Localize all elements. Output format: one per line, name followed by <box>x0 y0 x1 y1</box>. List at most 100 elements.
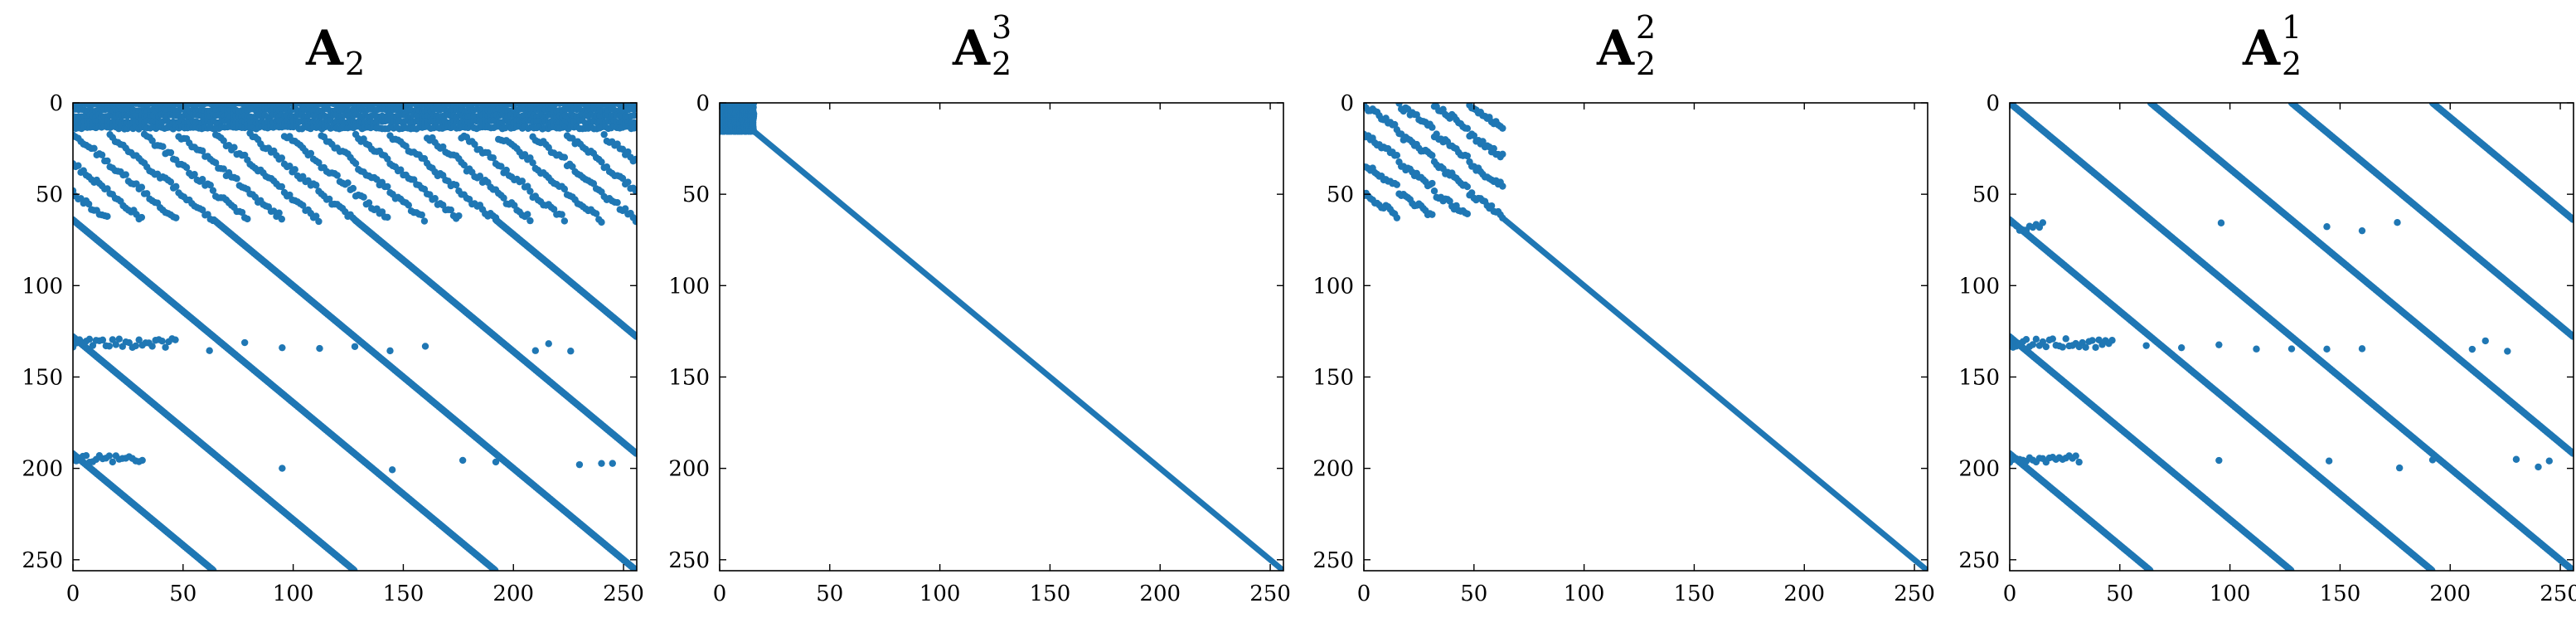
x-tick-label: 50 <box>169 582 196 606</box>
data-point <box>315 217 323 226</box>
data-point <box>313 182 320 189</box>
data-point <box>624 148 632 156</box>
data-point <box>489 154 497 162</box>
y-tick-label: 250 <box>22 548 63 573</box>
data-point <box>220 165 227 173</box>
data-point <box>1463 124 1472 133</box>
y-tick-label: 0 <box>49 91 63 116</box>
data-point <box>162 343 169 351</box>
x-tick-label: 150 <box>1030 582 1071 606</box>
data-point <box>1430 187 1438 195</box>
data-point <box>172 214 180 221</box>
data-point <box>351 567 358 571</box>
x-tick-label: 150 <box>1674 582 1715 606</box>
data-point <box>624 178 632 186</box>
y-tick-label: 50 <box>36 182 63 207</box>
diagonal-line <box>752 129 1283 571</box>
data-point <box>133 180 140 187</box>
data-point <box>291 166 298 173</box>
axes-frame <box>719 102 1284 572</box>
y-tick-label: 100 <box>22 274 63 299</box>
data-point <box>135 336 143 343</box>
data-point <box>279 343 286 352</box>
y-tick-label: 200 <box>22 457 63 482</box>
data-point <box>279 465 286 472</box>
data-point <box>1429 211 1436 218</box>
data-point <box>614 198 621 207</box>
y-tick-label: 150 <box>668 365 710 390</box>
data-point <box>209 187 217 194</box>
data-point <box>99 336 107 344</box>
data-point <box>1393 151 1401 159</box>
data-point <box>299 202 307 209</box>
data-point <box>104 212 111 220</box>
data-point <box>75 162 82 169</box>
data-point <box>633 567 637 571</box>
x-tick-label: 50 <box>1460 582 1487 606</box>
data-point <box>471 140 478 148</box>
data-point <box>592 210 600 217</box>
y-tick-label: 150 <box>22 365 63 390</box>
data-point <box>172 336 179 343</box>
data-point <box>349 184 357 192</box>
data-point <box>431 195 439 202</box>
x-tick-label: 250 <box>603 582 644 606</box>
data-point <box>206 181 214 189</box>
data-point <box>526 187 534 195</box>
data-point <box>567 348 575 355</box>
chart-title: A 23 <box>952 9 1011 82</box>
x-tick-label: 0 <box>713 582 727 606</box>
data-point <box>421 343 429 350</box>
data-point <box>148 343 156 350</box>
data-point <box>206 347 213 354</box>
data-point <box>560 217 569 225</box>
data-point <box>82 452 90 460</box>
data-point <box>492 458 500 466</box>
data-point <box>560 153 569 161</box>
data-point <box>158 338 166 345</box>
x-tick-label: 50 <box>816 582 843 606</box>
data-point <box>138 213 146 221</box>
data-point <box>439 143 447 151</box>
data-point <box>632 187 637 195</box>
data-point <box>143 190 151 197</box>
data-point <box>112 341 119 348</box>
data-point <box>476 173 484 180</box>
data-point <box>630 111 637 119</box>
data-point <box>531 347 540 354</box>
data-point <box>633 333 637 340</box>
data-point <box>325 195 333 203</box>
data-point <box>1393 214 1401 221</box>
y-tick-label: 150 <box>1312 365 1354 390</box>
data-point <box>447 206 455 214</box>
data-point <box>172 182 180 191</box>
data-point <box>167 148 175 157</box>
data-point <box>1463 210 1472 217</box>
data-point <box>632 217 637 226</box>
data-point <box>560 185 569 193</box>
data-point <box>575 460 584 469</box>
data-point <box>275 209 283 217</box>
data-point <box>497 163 505 170</box>
data-point <box>1467 189 1476 197</box>
data-point <box>455 212 463 220</box>
data-point <box>460 161 468 169</box>
data-point <box>138 456 146 465</box>
data-point <box>211 158 220 167</box>
data-point <box>182 163 191 172</box>
data-point <box>600 130 608 139</box>
data-point <box>619 145 627 153</box>
data-point <box>1487 202 1496 210</box>
data-point <box>750 128 758 135</box>
y-tick-label: 0 <box>1340 91 1354 116</box>
plot-area <box>1364 103 1928 571</box>
data-point <box>1429 152 1436 159</box>
title-subscript: 2 <box>1636 46 1656 82</box>
data-point <box>524 211 531 218</box>
data-point <box>352 159 360 168</box>
data-point <box>138 183 146 191</box>
data-point <box>558 211 565 218</box>
y-tick-label: 200 <box>668 457 710 482</box>
